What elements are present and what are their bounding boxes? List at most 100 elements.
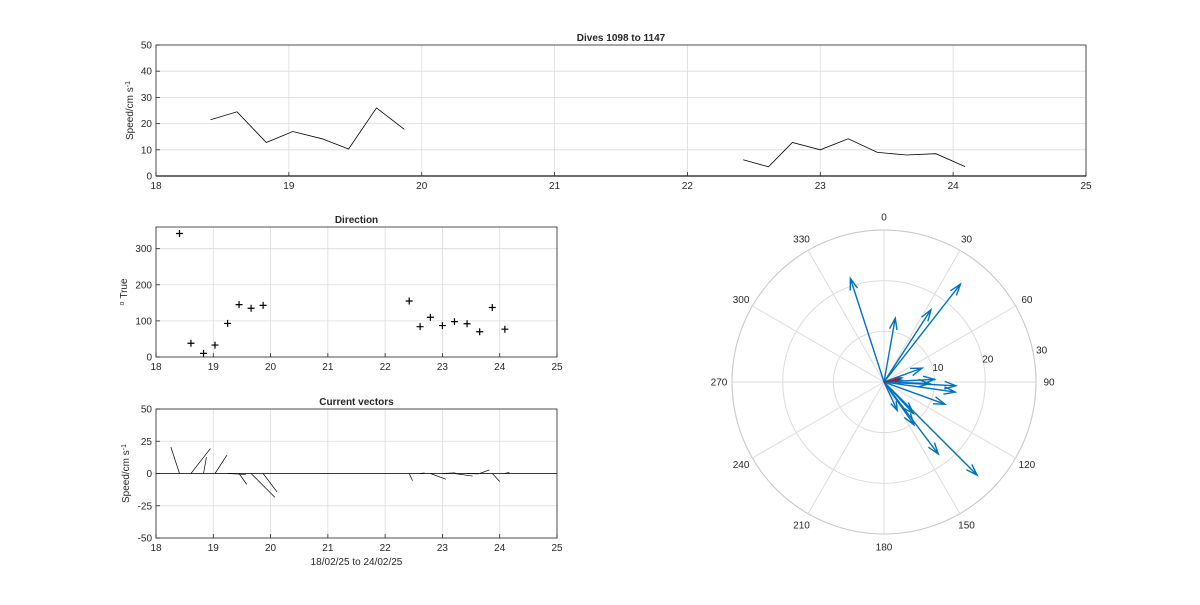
speed-ytick-label: 50 [141,41,153,52]
compass-arrow [883,381,979,477]
speed-ytick-label: 30 [141,93,153,104]
direction-points [175,230,509,357]
compass-arrow [883,381,915,416]
direction-point [259,301,267,309]
speed-title: Dives 1098 to 1147 [577,33,666,44]
direction-axes-frame [155,226,558,358]
direction-point [175,230,183,237]
compass-arrows [849,276,979,477]
compass-angle-label: 330 [793,235,810,246]
compass-arrow [883,381,940,456]
vectors-ytick-label: -50 [138,534,153,545]
vectors-ytick-label: -25 [138,501,153,512]
direction-xtick-label: 19 [208,362,220,373]
compass-arrow [883,367,925,383]
vectors-xlabel: 18/02/25 to 24/02/25 [311,557,403,568]
speed-xtick-label: 18 [150,181,162,192]
compass-angle-label: 300 [733,295,750,306]
speed-xtick-label: 22 [682,181,694,192]
vectors-ticks: 18 19 20 21 22 23 24 25 -50 -25 0 25 50 [138,405,563,555]
speed-xtick-label: 19 [283,181,295,192]
vector-stick [262,473,278,493]
direction-xtick-label: 23 [437,362,449,373]
direction-panel: 18 19 20 21 22 23 24 25 0 100 200 300 Direction o Tr… [119,215,563,373]
direction-ticks: 18 19 20 21 22 23 24 25 0 100 200 300 [135,244,563,373]
compass-arrow [883,307,933,383]
vector-stick [190,448,211,474]
vectors-ytick-label: 0 [146,469,152,480]
vector-stick [454,473,473,477]
vectors-xtick-label: 18 [150,543,162,554]
compass-angle-label: 60 [1021,295,1033,306]
vectors-xtick-label: 23 [437,543,449,554]
vectors-xtick-label: 19 [208,543,220,554]
direction-point [476,328,484,336]
vectors-xtick-label: 24 [494,543,506,554]
speed-ytick-label: 10 [141,145,153,156]
compass-angle-label: 90 [1043,378,1055,389]
speed-ytick-label: 0 [146,172,152,183]
speed-ytick-label: 20 [141,119,153,130]
compass-arrow [883,381,948,405]
compass-spoke [883,305,1016,383]
compass-spoke [752,381,885,459]
speed-series-line [210,107,405,150]
vector-stick [238,473,247,485]
vectors-ytick-label: 50 [141,405,153,416]
direction-ytick-label: 200 [135,280,152,291]
direction-xtick-label: 20 [265,362,277,373]
direction-point [488,304,496,312]
compass-angle-label: 270 [711,378,728,389]
direction-point [235,301,243,309]
vector-stick [479,469,490,474]
compass-spoke [807,381,885,514]
direction-xtick-label: 21 [322,362,334,373]
compass-radius-label: 10 [932,363,944,374]
speed-xtick-label: 24 [948,181,960,192]
direction-point [450,318,458,326]
direction-point [211,341,219,349]
compass-spoke [807,250,885,383]
compass-angle-label: 30 [961,235,973,246]
speed-xtick-label: 20 [416,181,428,192]
direction-point [426,313,434,321]
speed-ylabel-superscript: -1 [125,81,132,87]
vector-stick [442,472,456,474]
vectors-ylabel: Speed/cm s-1 [121,444,133,503]
vector-stick [227,473,246,475]
compass-arrow [883,282,962,383]
direction-ytick-label: 300 [135,244,152,255]
compass-mean-arrow [883,378,902,383]
compass-angle-label: 210 [793,520,810,531]
direction-ytick-label: 0 [146,353,152,364]
vectors-ylabel-superscript: -1 [121,444,128,450]
vector-stick [408,473,413,481]
speed-axes-frame [155,44,1087,177]
compass-angle-label: 240 [733,460,750,471]
direction-grid [155,227,558,358]
speed-grid [155,44,1087,177]
direction-point [224,319,232,327]
direction-xtick-label: 25 [551,362,563,373]
direction-point [501,325,509,333]
direction-point [405,297,413,305]
vector-stick [430,473,447,480]
compass-angle-label: 180 [876,543,893,554]
direction-point [463,320,471,328]
direction-ytick-label: 100 [135,316,152,327]
vector-stick [492,473,501,482]
compass-spoke [883,381,961,514]
compass-panel: 0 30 60 90 120 150 180 210 240 270 300 330 10 20 30 [711,213,1055,554]
direction-ylabel-text: True [119,278,130,299]
compass-angle-label: 0 [881,213,887,224]
vector-stick [214,454,228,474]
vectors-sticks [156,447,557,498]
compass-arrow [883,315,898,383]
speed-xtick-label: 23 [815,181,827,192]
vector-stick [170,447,180,474]
direction-title: Direction [335,215,378,226]
vectors-title: Current vectors [319,397,394,408]
direction-point [416,323,424,331]
direction-xtick-label: 18 [150,362,162,373]
compass-grid [731,229,1037,535]
